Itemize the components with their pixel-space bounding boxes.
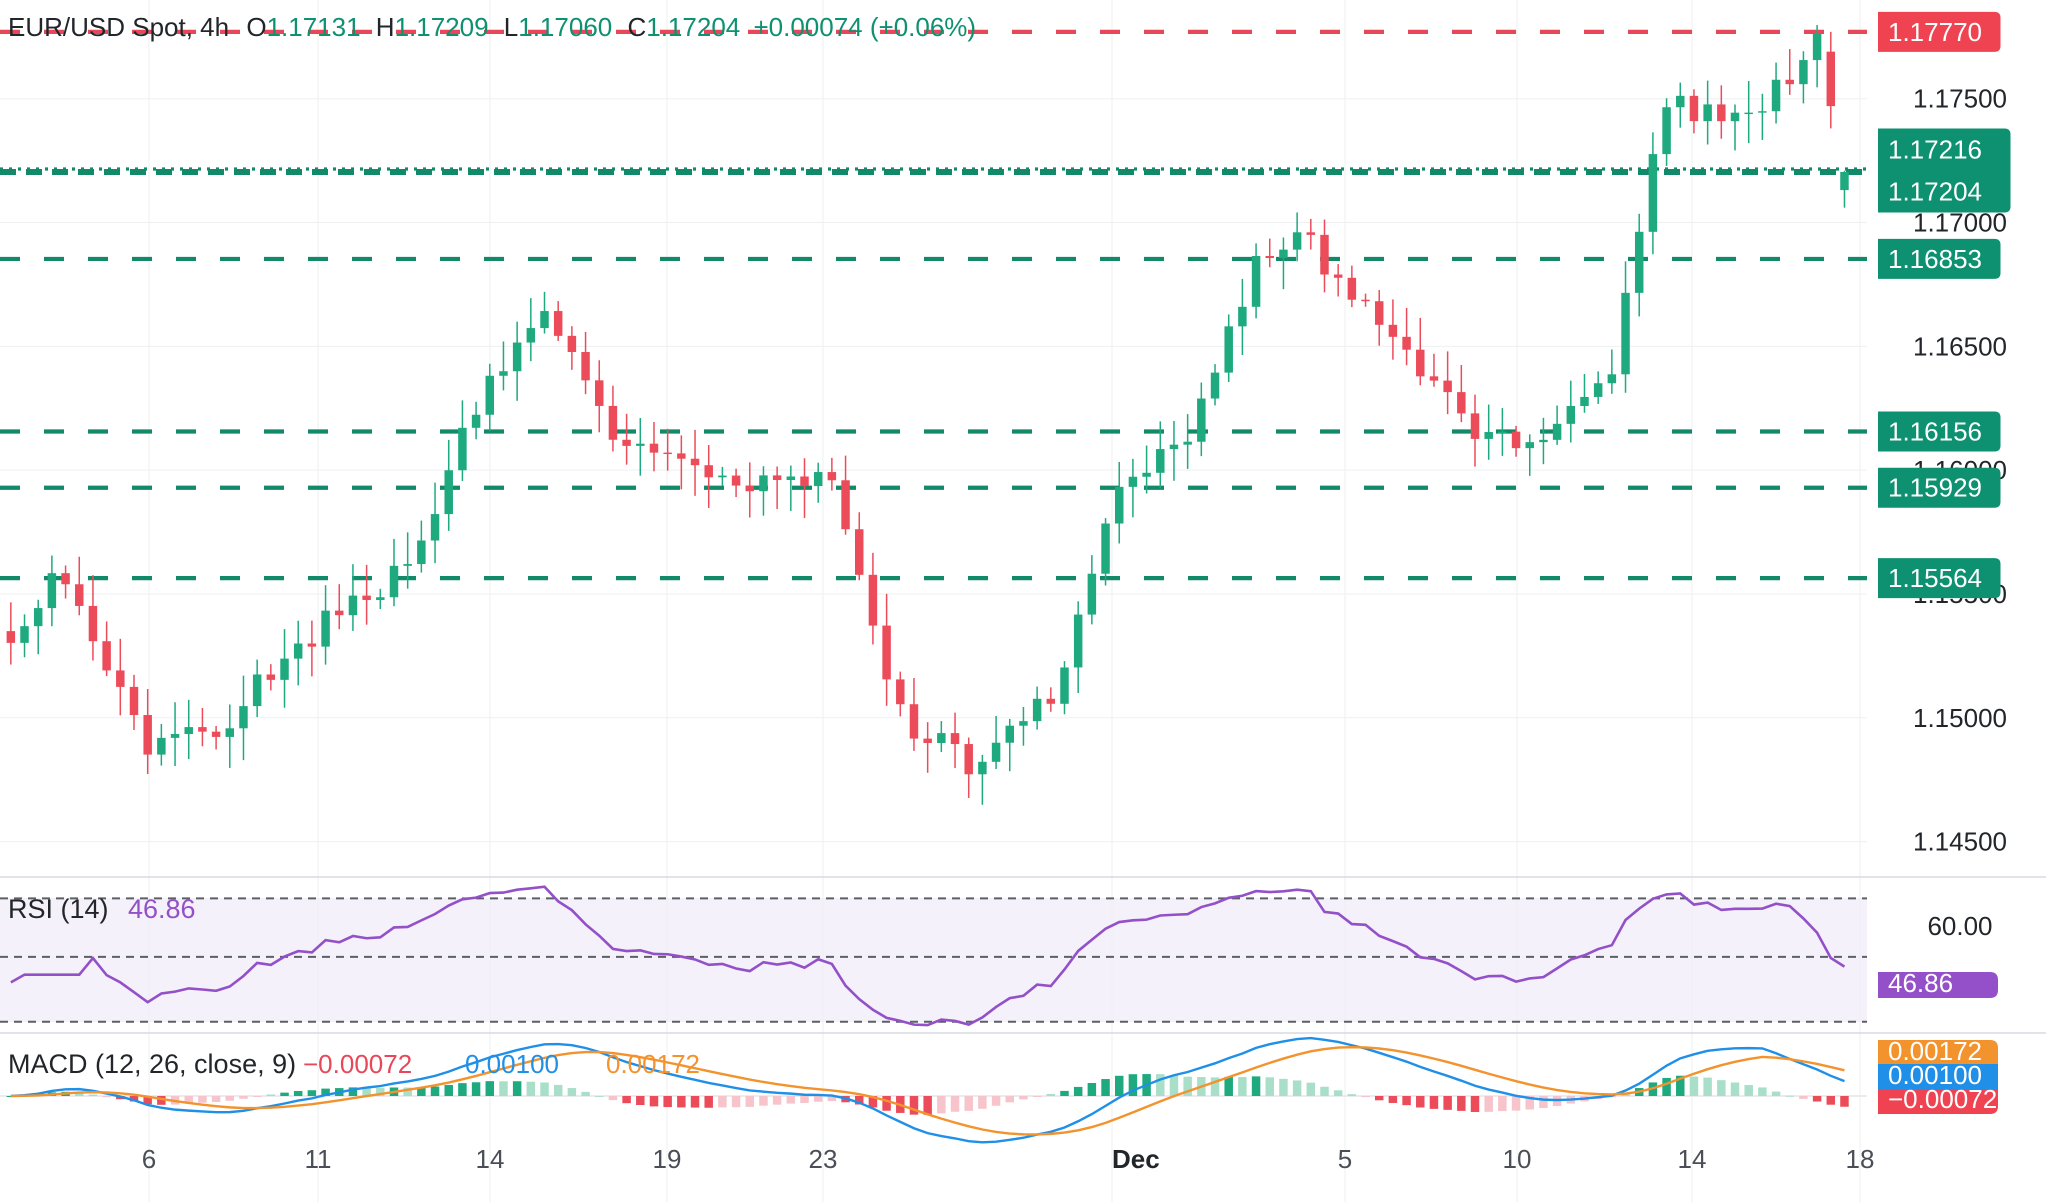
svg-text:11: 11 bbox=[305, 1144, 332, 1174]
svg-text:5: 5 bbox=[1338, 1144, 1352, 1174]
svg-text:−0.00072: −0.00072 bbox=[303, 1049, 412, 1079]
svg-text:46.86: 46.86 bbox=[1888, 968, 1953, 998]
svg-text:19: 19 bbox=[653, 1144, 682, 1174]
svg-text:1.15929: 1.15929 bbox=[1888, 473, 1982, 503]
svg-text:10: 10 bbox=[1503, 1144, 1532, 1174]
svg-text:1.16156: 1.16156 bbox=[1888, 417, 1982, 447]
svg-text:23: 23 bbox=[809, 1144, 838, 1174]
svg-text:14: 14 bbox=[476, 1144, 505, 1174]
svg-text:1.15000: 1.15000 bbox=[1913, 703, 2007, 733]
svg-text:1.17770: 1.17770 bbox=[1888, 17, 1982, 47]
svg-text:RSI (14): RSI (14) bbox=[8, 894, 109, 924]
svg-text:Dec: Dec bbox=[1112, 1144, 1160, 1174]
svg-text:14: 14 bbox=[1678, 1144, 1707, 1174]
svg-text:1.16500: 1.16500 bbox=[1913, 331, 2007, 361]
svg-text:60.00: 60.00 bbox=[1927, 911, 1992, 941]
svg-text:1.15564: 1.15564 bbox=[1888, 563, 1982, 593]
svg-text:0.00172: 0.00172 bbox=[606, 1049, 700, 1079]
svg-text:−0.00072: −0.00072 bbox=[1888, 1084, 1997, 1114]
svg-text:1.16853: 1.16853 bbox=[1888, 244, 1982, 274]
svg-text:18: 18 bbox=[1846, 1144, 1875, 1174]
svg-text:0.00100: 0.00100 bbox=[465, 1049, 559, 1079]
svg-text:MACD (12, 26, close, 9): MACD (12, 26, close, 9) bbox=[8, 1049, 296, 1079]
svg-text:1.14500: 1.14500 bbox=[1913, 827, 2007, 857]
svg-text:1.17204: 1.17204 bbox=[1888, 177, 1982, 207]
svg-text:1.17216: 1.17216 bbox=[1888, 135, 1982, 165]
svg-text:46.86: 46.86 bbox=[128, 894, 196, 924]
svg-text:6: 6 bbox=[142, 1144, 156, 1174]
svg-text:1.17500: 1.17500 bbox=[1913, 84, 2007, 114]
